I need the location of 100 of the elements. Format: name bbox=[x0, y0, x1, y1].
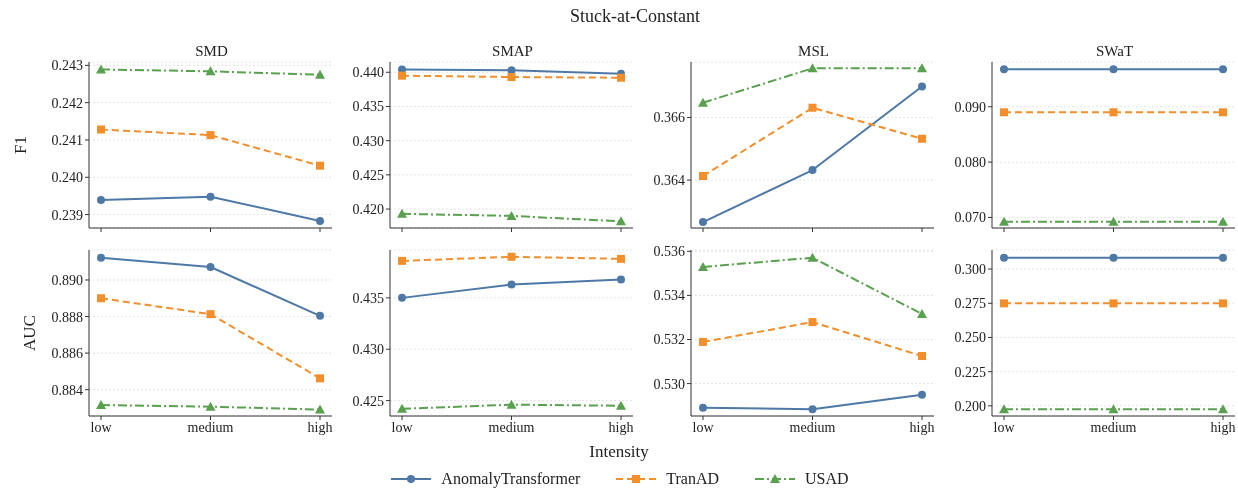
y-tick-label: 0.536 bbox=[653, 244, 685, 260]
y-tick-label: 0.530 bbox=[653, 376, 685, 392]
point bbox=[315, 69, 325, 79]
point bbox=[205, 401, 216, 411]
point bbox=[918, 82, 926, 91]
point bbox=[918, 352, 926, 361]
y-tick-label: 0.275 bbox=[954, 296, 986, 312]
point bbox=[918, 390, 926, 399]
chart-subtitle: SWaT bbox=[1094, 43, 1135, 60]
point bbox=[808, 103, 817, 112]
point bbox=[507, 73, 516, 82]
point bbox=[698, 97, 708, 107]
y-tick-label: 0.435 bbox=[352, 290, 384, 306]
point bbox=[398, 293, 406, 302]
point bbox=[808, 166, 817, 175]
y-tick-label: 0.243 bbox=[51, 58, 83, 74]
point bbox=[507, 66, 516, 75]
point bbox=[507, 280, 516, 289]
point bbox=[506, 210, 517, 220]
point bbox=[316, 216, 324, 225]
y-tick-label: 0.241 bbox=[51, 132, 83, 148]
y-tick-label: 0.430 bbox=[352, 342, 384, 358]
point bbox=[807, 252, 818, 262]
point bbox=[397, 208, 407, 218]
point bbox=[1219, 299, 1227, 308]
point bbox=[808, 405, 817, 414]
point bbox=[1000, 253, 1008, 262]
point bbox=[616, 216, 626, 226]
legend-label: USAD bbox=[805, 470, 849, 488]
y-tick-label: 0.080 bbox=[954, 155, 986, 171]
point bbox=[507, 252, 516, 261]
x-tick-label: medium bbox=[488, 419, 535, 435]
point bbox=[1219, 253, 1227, 262]
y-tick-label: 0.435 bbox=[352, 99, 384, 115]
point bbox=[617, 254, 625, 263]
point bbox=[616, 400, 626, 410]
point bbox=[699, 337, 707, 346]
y-axis-title: AUC bbox=[19, 315, 40, 351]
point bbox=[699, 403, 707, 412]
y-tick-label: 0.425 bbox=[352, 167, 384, 183]
y-tick-label: 0.884 bbox=[51, 382, 83, 398]
y-tick-label: 0.890 bbox=[51, 272, 83, 288]
x-tick-label: high bbox=[307, 419, 333, 435]
point bbox=[999, 216, 1009, 226]
y-tick-label: 0.242 bbox=[51, 95, 83, 111]
point bbox=[96, 400, 106, 410]
point bbox=[316, 374, 324, 383]
y-tick-label: 0.250 bbox=[954, 330, 986, 346]
point bbox=[1219, 65, 1227, 74]
x-tick-label: medium bbox=[1090, 419, 1137, 435]
chart-title: Stuck-at-Constant bbox=[569, 6, 701, 27]
y-tick-label: 0.239 bbox=[51, 207, 83, 223]
y-tick-label: 0.200 bbox=[954, 398, 986, 414]
x-tick-label: low bbox=[692, 419, 715, 435]
point bbox=[1219, 108, 1227, 117]
x-tick-label: high bbox=[909, 419, 935, 435]
point bbox=[398, 71, 406, 80]
y-tick-label: 0.070 bbox=[954, 210, 986, 226]
point bbox=[1109, 65, 1118, 74]
point bbox=[917, 63, 927, 73]
x-tick-label: low bbox=[993, 419, 1016, 435]
y-tick-label: 0.364 bbox=[653, 173, 685, 189]
x-tick-label: high bbox=[608, 419, 634, 435]
chart-subtitle: MSL bbox=[797, 43, 830, 60]
point bbox=[1218, 404, 1228, 414]
point bbox=[398, 256, 406, 265]
point bbox=[698, 261, 708, 271]
point bbox=[699, 172, 707, 181]
point bbox=[917, 308, 927, 318]
point bbox=[206, 263, 215, 271]
y-tick-label: 0.888 bbox=[51, 309, 83, 325]
point bbox=[918, 134, 926, 143]
x-tick-label: medium bbox=[187, 419, 234, 435]
point bbox=[1108, 216, 1119, 226]
legend-label: AnomalyTransformer bbox=[441, 470, 581, 488]
chart-subtitle: SMAP bbox=[491, 43, 534, 60]
point bbox=[206, 192, 215, 201]
point bbox=[1109, 299, 1118, 308]
point bbox=[206, 310, 215, 319]
point bbox=[1109, 253, 1118, 262]
point bbox=[999, 404, 1009, 414]
x-tick-label: high bbox=[1210, 419, 1236, 435]
y-tick-label: 0.532 bbox=[653, 332, 685, 348]
y-tick-label: 0.366 bbox=[653, 110, 685, 126]
point bbox=[617, 73, 625, 82]
chart-subtitle: SMD bbox=[194, 43, 229, 60]
x-tick-label: low bbox=[391, 419, 414, 435]
point bbox=[1000, 65, 1008, 74]
y-tick-label: 0.240 bbox=[51, 170, 83, 186]
point bbox=[1000, 108, 1008, 117]
y-tick-label: 0.225 bbox=[954, 364, 986, 380]
y-tick-label: 0.886 bbox=[51, 346, 83, 362]
y-tick-label: 0.420 bbox=[352, 202, 384, 218]
point bbox=[397, 403, 407, 413]
y-tick-label: 0.300 bbox=[954, 261, 986, 277]
point bbox=[617, 275, 625, 284]
point bbox=[97, 196, 105, 205]
legend-label: TranAD bbox=[666, 470, 720, 488]
point bbox=[97, 125, 105, 134]
y-tick-label: 0.425 bbox=[352, 393, 384, 409]
